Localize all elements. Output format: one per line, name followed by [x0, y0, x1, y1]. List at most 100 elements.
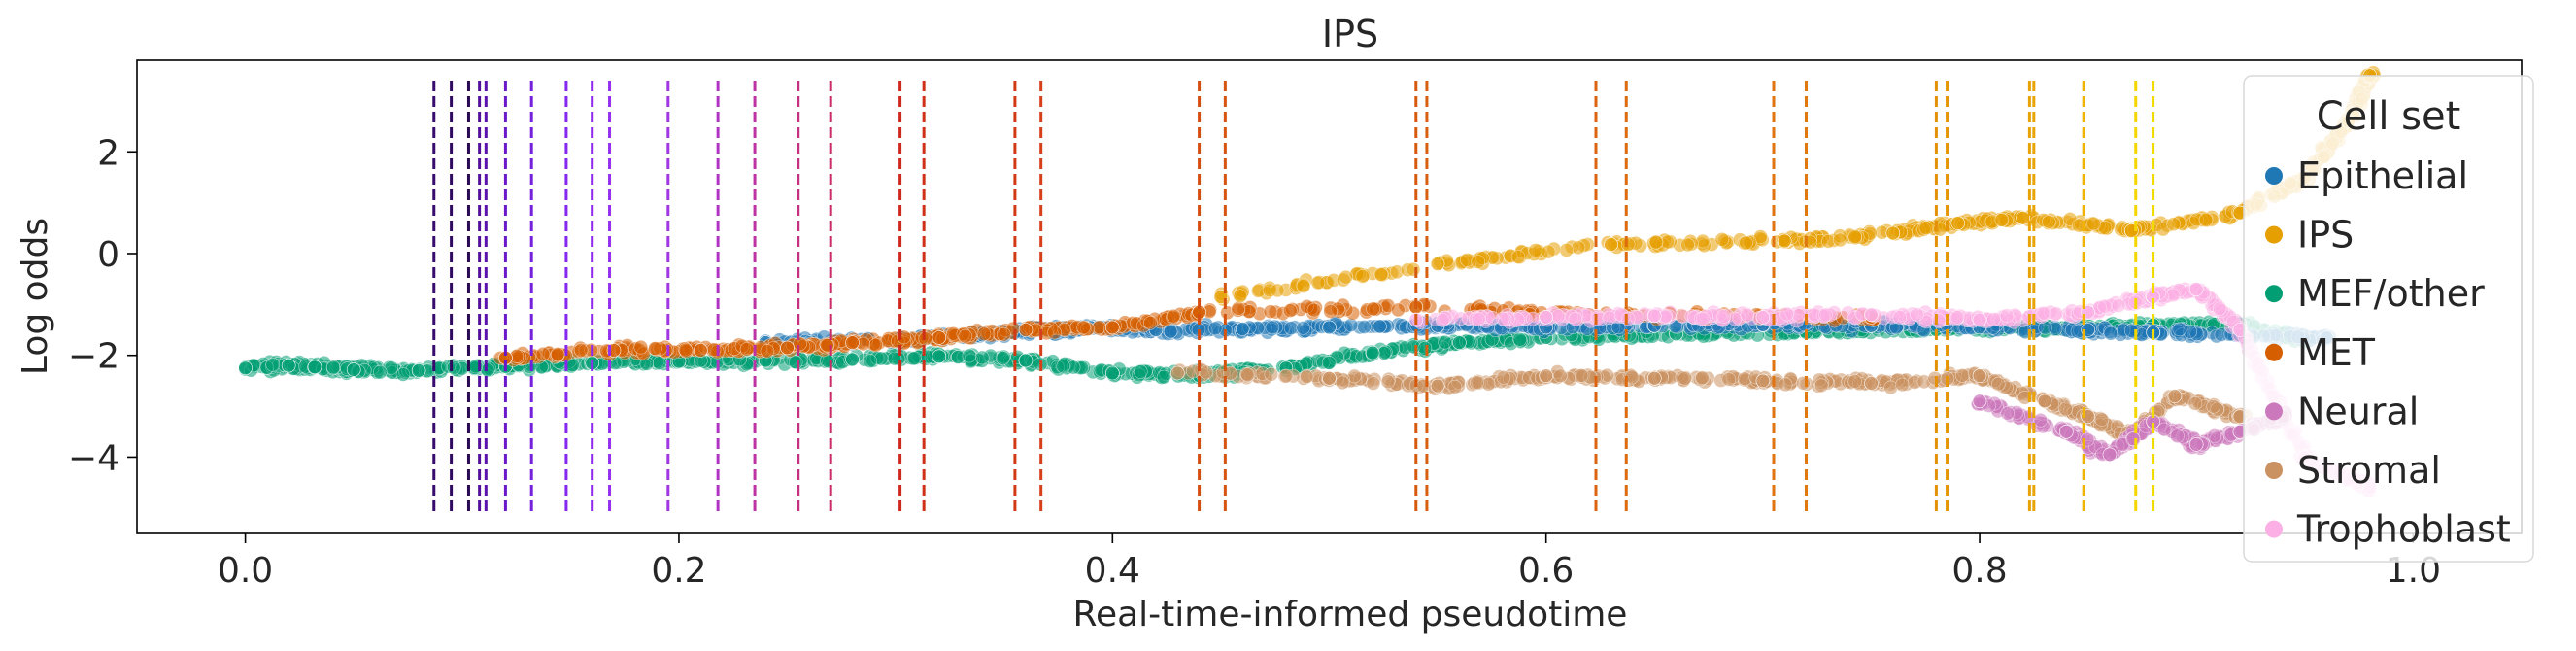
- scatter-point: [395, 367, 411, 382]
- scatter-point: [1541, 244, 1556, 259]
- scatter-point: [2049, 306, 2064, 322]
- scatter-point: [1604, 237, 1618, 252]
- scatter-point: [2103, 326, 2118, 341]
- scatter-point: [1199, 364, 1213, 380]
- scatter-point: [1296, 279, 1311, 293]
- scatter-point: [307, 360, 322, 375]
- series-ips: [1213, 65, 2382, 307]
- scatter-point: [739, 341, 755, 357]
- scatter-point: [788, 355, 803, 370]
- scatter-point: [1283, 321, 1299, 335]
- scatter-point: [678, 342, 694, 358]
- scatter-point: [1895, 377, 1910, 393]
- scatter-point: [1813, 378, 1829, 394]
- scatter-point: [1264, 366, 1279, 382]
- scatter-point: [932, 330, 947, 345]
- y-axis-label: Log odds: [16, 218, 55, 375]
- scatter-point: [845, 335, 860, 350]
- scatter-point: [1779, 306, 1794, 322]
- scatter-point: [1047, 325, 1062, 340]
- x-tick-label: 0.0: [218, 551, 273, 591]
- scatter-point: [1714, 232, 1730, 247]
- scatter-point: [1322, 370, 1337, 386]
- legend-marker: [2265, 402, 2283, 421]
- scatter-point: [1994, 213, 2010, 227]
- scatter-point: [1648, 235, 1664, 250]
- scatter-point: [1918, 221, 1934, 235]
- plot-area: [238, 65, 2382, 514]
- scatter-point: [1310, 275, 1326, 291]
- scatter-point: [2172, 322, 2187, 337]
- scatter-point: [2094, 412, 2110, 428]
- scatter-point: [974, 350, 990, 365]
- scatter-point: [1496, 370, 1511, 385]
- scatter-point: [1471, 255, 1485, 269]
- scatter-point: [2170, 428, 2185, 444]
- chart-title: IPS: [1322, 13, 1378, 55]
- scatter-point: [1391, 302, 1406, 318]
- legend-label: Epithelial: [2297, 154, 2468, 197]
- scatter-point: [446, 360, 461, 375]
- scatter-point: [1621, 311, 1636, 326]
- scatter-point: [2016, 211, 2030, 225]
- scatter-point: [2097, 298, 2112, 314]
- legend-marker: [2265, 285, 2283, 303]
- scatter-point: [918, 331, 933, 346]
- scatter-point: [1278, 368, 1294, 384]
- scatter-point: [1240, 367, 1255, 382]
- scatter-point: [1235, 322, 1250, 336]
- scatter-point: [2111, 298, 2126, 313]
- scatter-point: [1972, 312, 1987, 327]
- scatter-point: [1105, 365, 1120, 381]
- scatter-point: [2156, 422, 2172, 437]
- x-axis-label: Real-time-informed pseudotime: [1073, 595, 1628, 634]
- scatter-point: [1265, 320, 1280, 335]
- scatter-point: [1568, 311, 1583, 326]
- scatter-point: [633, 339, 649, 355]
- scatter-point: [1263, 304, 1278, 320]
- legend-label: MET: [2297, 331, 2376, 374]
- scatter-point: [1438, 334, 1452, 350]
- scatter-point: [1678, 371, 1692, 386]
- scatter-point: [1847, 229, 1862, 244]
- legend-label: Trophoblast: [2296, 508, 2511, 551]
- scatter-point: [2036, 305, 2051, 321]
- scatter-point: [1892, 310, 1908, 325]
- scatter-point: [1755, 373, 1771, 389]
- scatter-point: [1134, 364, 1148, 379]
- scatter-point: [1559, 243, 1574, 257]
- scatter-point: [2167, 389, 2183, 403]
- scatter-point: [1525, 311, 1541, 326]
- scatter-point: [1910, 307, 1924, 322]
- scatter-point: [1452, 335, 1467, 350]
- scatter-point: [1550, 309, 1566, 324]
- scatter-point: [1296, 321, 1310, 335]
- scatter-point: [1510, 250, 1526, 264]
- scatter-point: [1322, 320, 1337, 335]
- scatter-point: [1695, 370, 1710, 386]
- scatter-point: [1430, 378, 1445, 394]
- series-stromal: [1170, 362, 2254, 446]
- scatter-point: [265, 358, 281, 372]
- scatter-point: [1539, 310, 1553, 325]
- legend: Cell set Epithelial IPS MEF/other MET Neural…: [2243, 75, 2534, 563]
- scatter-point: [2000, 406, 2015, 421]
- scatter-point: [1721, 372, 1737, 387]
- x-axis-ticks: 0.0 0.2 0.4 0.6 0.8 1.0: [218, 533, 2441, 591]
- scatter-point: [1991, 376, 2006, 392]
- scatter-point: [1231, 301, 1246, 316]
- scatter-point: [1885, 225, 1901, 241]
- scatter-point: [2086, 216, 2101, 231]
- scatter-point: [1335, 375, 1350, 391]
- scatter-point: [1470, 375, 1484, 391]
- scatter-point: [1321, 356, 1337, 370]
- legend-label: Neural: [2297, 390, 2419, 432]
- scatter-point: [1539, 368, 1553, 384]
- scatter-point: [1796, 375, 1811, 391]
- scatter-point: [1620, 237, 1636, 252]
- scatter-point: [2166, 217, 2181, 231]
- scatter-point: [1339, 269, 1353, 285]
- scatter-point: [1647, 370, 1662, 386]
- x-tick-label: 0.6: [1518, 551, 1574, 591]
- scatter-point: [1602, 310, 1617, 326]
